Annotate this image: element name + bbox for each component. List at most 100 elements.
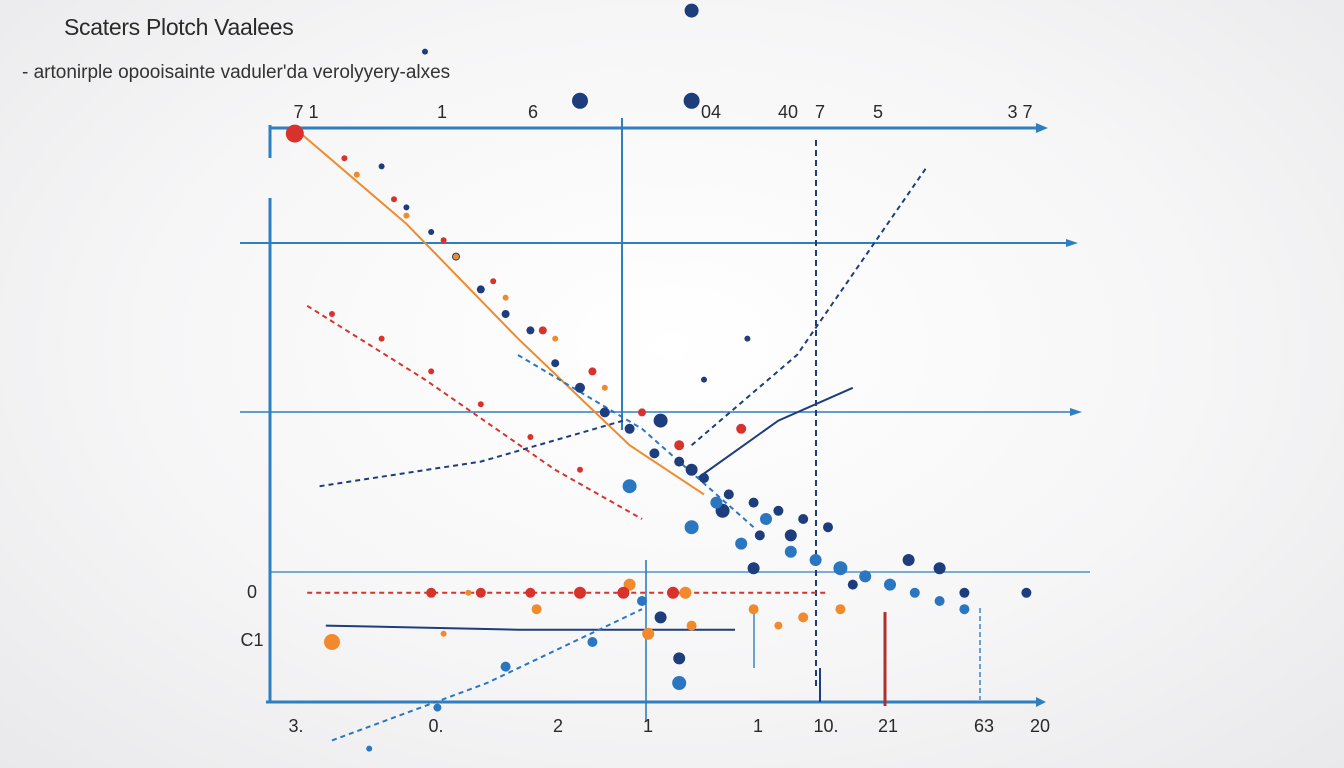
navy-point-23 <box>699 473 709 483</box>
blue-point-6 <box>784 545 797 558</box>
trend-lines <box>300 132 929 742</box>
red-point-2 <box>341 155 348 162</box>
top-tick-label-7: 5 <box>873 102 883 122</box>
red-point-13 <box>574 586 586 599</box>
blue-point-13 <box>959 604 970 615</box>
orange-point-18 <box>774 621 783 630</box>
grid-and-axes <box>240 118 1090 722</box>
blue-point-18 <box>433 703 442 712</box>
bottom-tick-label-5: 1 <box>753 716 763 736</box>
bottom-tick-label-4: 1 <box>643 716 653 736</box>
navy-point-32 <box>754 530 765 541</box>
orange-point-16 <box>642 627 655 640</box>
orange-point-8 <box>465 589 472 596</box>
orange-point-3 <box>453 253 459 260</box>
red-point-7 <box>588 367 597 376</box>
blue-point-5 <box>760 513 772 525</box>
blue-point-4 <box>735 537 748 550</box>
red-point-5 <box>490 278 497 285</box>
bottom-tick-label-6: 10. <box>813 716 838 736</box>
top-tick-label-1: 7 1 <box>293 102 318 122</box>
red-point-11 <box>475 587 486 598</box>
navy-point-9 <box>422 48 428 55</box>
orange-point-14 <box>835 604 846 615</box>
blue-point-16 <box>672 676 687 690</box>
bottom-tick-label-9: 20 <box>1030 716 1050 736</box>
chart-subtitle: - artonirple opooisainte vaduler'da vero… <box>22 62 451 83</box>
top-tick-label-2: 1 <box>437 102 447 122</box>
orange-point-11 <box>679 586 692 599</box>
trend-line-8 <box>517 354 755 528</box>
orange-point-2 <box>403 212 410 219</box>
red-point-1 <box>285 124 304 143</box>
navy-point-37 <box>902 554 915 566</box>
bottom-tick-label-3: 2 <box>553 716 563 736</box>
blue-point-17 <box>500 661 511 672</box>
navy-point-22 <box>674 456 685 467</box>
blue-point-12 <box>934 596 945 606</box>
red-point-19 <box>428 368 435 375</box>
navy-point-36 <box>847 579 858 590</box>
red-point-15 <box>667 586 679 599</box>
gridline-h2-arrow <box>1070 408 1082 416</box>
top-tick-label-3: 6 <box>528 102 538 122</box>
trend-line-5 <box>331 608 643 742</box>
trend-line-7 <box>697 386 854 479</box>
trend-line-2 <box>306 304 643 520</box>
navy-point-40 <box>959 587 970 598</box>
trend-line-6 <box>690 165 929 446</box>
navy-point-39 <box>673 652 686 665</box>
red-point-17 <box>329 311 335 317</box>
navy-point-21 <box>649 448 660 459</box>
navy-point-41 <box>1021 587 1032 598</box>
blue-point-10 <box>884 578 896 591</box>
orange-point-17 <box>686 620 697 631</box>
bottom-tick-label-7: 21 <box>878 716 898 736</box>
top-tick-label-4: 04 <box>701 102 721 122</box>
red-point-12 <box>525 587 536 598</box>
blue-point-7 <box>809 554 822 566</box>
navy-point-12 <box>428 229 435 235</box>
gridline-h1-arrow <box>1066 239 1078 247</box>
red-point-6 <box>538 326 547 335</box>
top-tick-label-5: 40 <box>778 102 798 122</box>
navy-point-43 <box>744 335 751 342</box>
bottom-tick-label-2: 0. <box>428 716 443 736</box>
bottom-tick-label-8: 63 <box>974 716 994 736</box>
left-tick-label-2: C1 <box>240 630 263 650</box>
navy-point-28 <box>823 522 833 533</box>
bottom-axis-arrow <box>1036 697 1046 707</box>
navy-point-25 <box>748 497 759 508</box>
top-tick-label-8: 3 7 <box>1007 102 1032 122</box>
navy-point-33 <box>784 529 797 542</box>
orange-point-5 <box>552 335 559 342</box>
navy-point-17 <box>551 359 560 368</box>
trend-line-1 <box>300 132 705 496</box>
trend-line-9 <box>319 419 624 488</box>
top-axis-arrow <box>1036 123 1048 133</box>
navy-point-6 <box>684 3 699 18</box>
red-point-14 <box>617 586 630 599</box>
navy-point-26 <box>773 505 784 516</box>
bottom-tick-label-1: 3. <box>288 716 303 736</box>
data-points <box>285 3 1032 752</box>
red-point-16 <box>736 423 747 434</box>
navy-point-30 <box>685 463 698 476</box>
blue-point-14 <box>637 596 647 606</box>
orange-point-15 <box>440 630 447 637</box>
navy-point-11 <box>403 204 410 211</box>
navy-point-15 <box>501 310 510 318</box>
orange-point-9 <box>531 604 542 615</box>
chart-title: Scaters Plotch Vaalees <box>64 14 294 40</box>
blue-point-9 <box>859 570 872 583</box>
red-point-21 <box>527 434 534 440</box>
navy-point-35 <box>747 562 760 575</box>
left-tick-label-1: 0 <box>247 582 257 602</box>
red-point-9 <box>674 440 685 451</box>
blue-point-2 <box>684 520 699 535</box>
navy-point-20 <box>624 423 635 434</box>
navy-point-10 <box>378 163 385 170</box>
blue-point-3 <box>710 496 723 509</box>
